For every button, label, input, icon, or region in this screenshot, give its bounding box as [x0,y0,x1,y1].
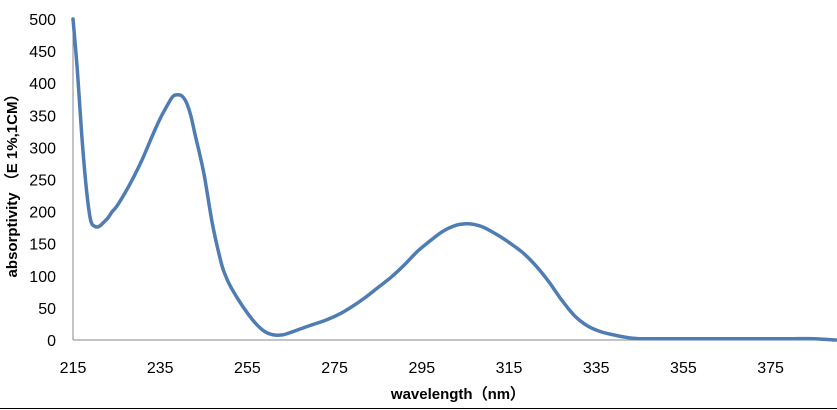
x-tick-label: 255 [234,360,261,377]
x-tick-label: 375 [757,360,784,377]
y-tick-label: 0 [47,333,56,350]
x-axis-label: wavelength（nm） [390,385,525,403]
y-tick-label: 400 [29,76,56,93]
y-axis-label: absorptivity （E 1%,1CM） [3,87,21,278]
y-tick-label: 250 [29,173,56,190]
x-tick-label: 355 [670,360,697,377]
y-tick-label: 500 [29,12,56,29]
x-tick-label: 215 [60,360,87,377]
y-tick-label: 350 [29,108,56,125]
x-tick-label: 335 [583,360,610,377]
y-tick-label: 300 [29,140,56,157]
y-tick-label: 50 [38,301,56,318]
x-tick-labels: 215 235 255 275 295 315 335 355 375 [60,360,784,377]
y-tick-label: 450 [29,44,56,61]
x-tick-label: 275 [321,360,348,377]
y-tick-label: 100 [29,269,56,286]
y-tick-label: 200 [29,205,56,222]
y-tick-labels: 0 50 100 150 200 250 300 350 400 450 500 [29,12,56,350]
x-tick-label: 295 [408,360,435,377]
absorptivity-series-line [71,17,837,342]
x-tick-label: 235 [147,360,174,377]
y-tick-label: 150 [29,237,56,254]
x-tick-label: 315 [496,360,523,377]
